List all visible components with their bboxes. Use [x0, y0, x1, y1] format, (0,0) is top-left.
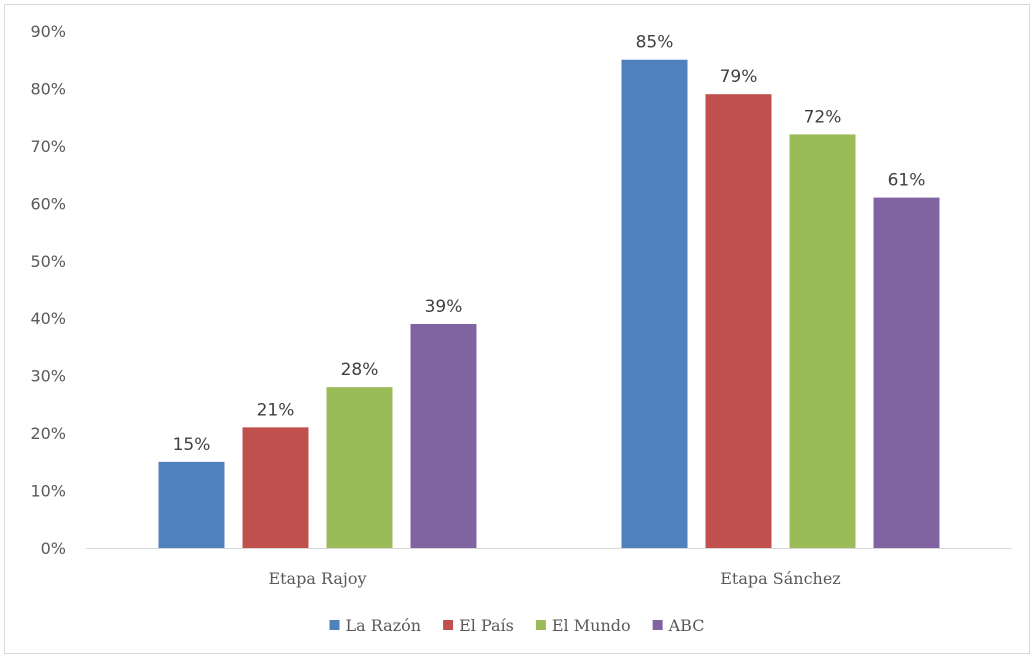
- y-tick-label: 50%: [30, 252, 66, 271]
- legend-swatch: [443, 620, 454, 630]
- legend-entry: El Mundo: [552, 616, 631, 635]
- legend-entry: El País: [459, 616, 514, 635]
- legend-swatch: [535, 620, 546, 630]
- y-tick-label: 60%: [30, 194, 66, 213]
- y-tick-label: 80%: [30, 79, 66, 98]
- y-tick-label: 0%: [41, 539, 66, 558]
- bar: [873, 197, 940, 549]
- bar: [410, 323, 477, 548]
- data-label: 39%: [425, 297, 463, 317]
- y-tick-label: 30%: [30, 367, 66, 386]
- x-axis: Etapa Rajoy Etapa Sánchez: [86, 548, 1012, 588]
- plot-area: 15% 21% 28% 39% 85% 79% 72% 61%: [158, 33, 940, 549]
- legend-swatch: [329, 620, 340, 630]
- y-axis: 0% 10% 20% 30% 40% 50% 60% 70% 80% 90%: [30, 22, 66, 558]
- y-tick-label: 20%: [30, 424, 66, 443]
- legend: La Razón El País El Mundo ABC: [329, 616, 705, 635]
- bar: [705, 94, 772, 548]
- legend-swatch: [652, 620, 663, 630]
- data-label: 15%: [173, 435, 211, 455]
- data-label: 72%: [804, 107, 842, 127]
- data-label: 61%: [888, 171, 926, 191]
- y-tick-label: 40%: [30, 309, 66, 328]
- bar: [789, 134, 856, 548]
- y-tick-label: 10%: [30, 482, 66, 501]
- y-tick-label: 90%: [30, 22, 66, 41]
- data-label: 85%: [636, 33, 674, 53]
- legend-entry: ABC: [668, 616, 705, 635]
- bar: [158, 461, 225, 548]
- bar: [326, 387, 393, 548]
- data-label: 21%: [257, 400, 295, 420]
- x-category-label: Etapa Sánchez: [720, 569, 840, 588]
- legend-entry: La Razón: [346, 616, 422, 635]
- bar: [242, 427, 309, 548]
- x-category-label: Etapa Rajoy: [268, 569, 366, 588]
- y-tick-label: 70%: [30, 137, 66, 156]
- data-label: 79%: [720, 67, 758, 87]
- bar: [621, 59, 688, 548]
- data-label: 28%: [341, 360, 379, 380]
